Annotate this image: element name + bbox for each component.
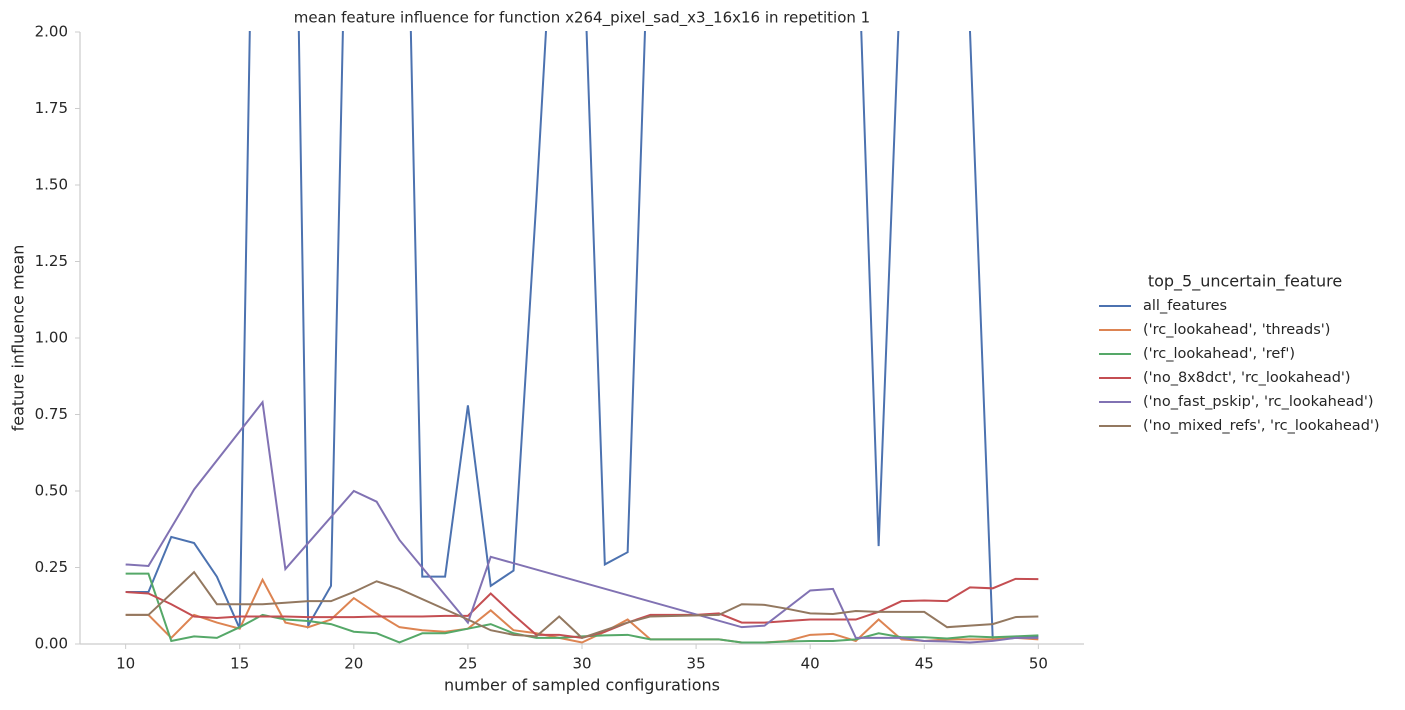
x-tick-label: 30 — [572, 655, 591, 673]
series-line — [125, 399, 1039, 644]
legend-title: top_5_uncertain_feature — [1148, 272, 1342, 292]
series-line — [125, 570, 1039, 640]
series-line — [125, 572, 1039, 644]
plot-area — [125, 31, 1039, 644]
legend: top_5_uncertain_feature all_features ('rc… — [1099, 272, 1380, 434]
legend-label: ('no_8x8dct', 'rc_lookahead') — [1143, 370, 1351, 386]
x-tick-label: 20 — [344, 655, 363, 673]
y-tick-label: 0.25 — [35, 558, 68, 576]
x-tick-label: 15 — [230, 655, 249, 673]
y-tick-label: 0.75 — [35, 405, 68, 423]
y-tick-label: 0.00 — [35, 635, 68, 653]
x-tick-label: 25 — [458, 655, 477, 673]
y-tick-label: 1.75 — [35, 99, 68, 117]
legend-label: ('rc_lookahead', 'threads') — [1143, 322, 1330, 338]
y-tick-label: 1.00 — [35, 329, 68, 347]
y-tick-label: 0.50 — [35, 482, 68, 500]
x-tick-label: 40 — [801, 655, 820, 673]
chart-title: mean feature influence for function x264… — [294, 9, 870, 28]
x-tick-label: 45 — [915, 655, 934, 673]
legend-label: ('rc_lookahead', 'ref') — [1143, 346, 1295, 362]
series-line — [125, 577, 1039, 644]
legend-label: ('no_mixed_refs', 'rc_lookahead') — [1143, 418, 1380, 434]
y-tick-label: 1.50 — [35, 176, 68, 194]
x-tick-label: 35 — [687, 655, 706, 673]
x-tick-label: 50 — [1029, 655, 1048, 673]
x-axis-label: number of sampled configurations — [444, 676, 720, 695]
series-line — [125, 31, 1039, 641]
series-line — [125, 577, 1039, 639]
y-axis-label: feature influence mean — [9, 245, 28, 432]
legend-label: ('no_fast_pskip', 'rc_lookahead') — [1143, 394, 1374, 410]
y-tick-label: 1.25 — [35, 252, 68, 270]
legend-label: all_features — [1143, 298, 1227, 314]
x-tick-label: 10 — [116, 655, 135, 673]
y-tick-label: 2.00 — [35, 23, 68, 41]
